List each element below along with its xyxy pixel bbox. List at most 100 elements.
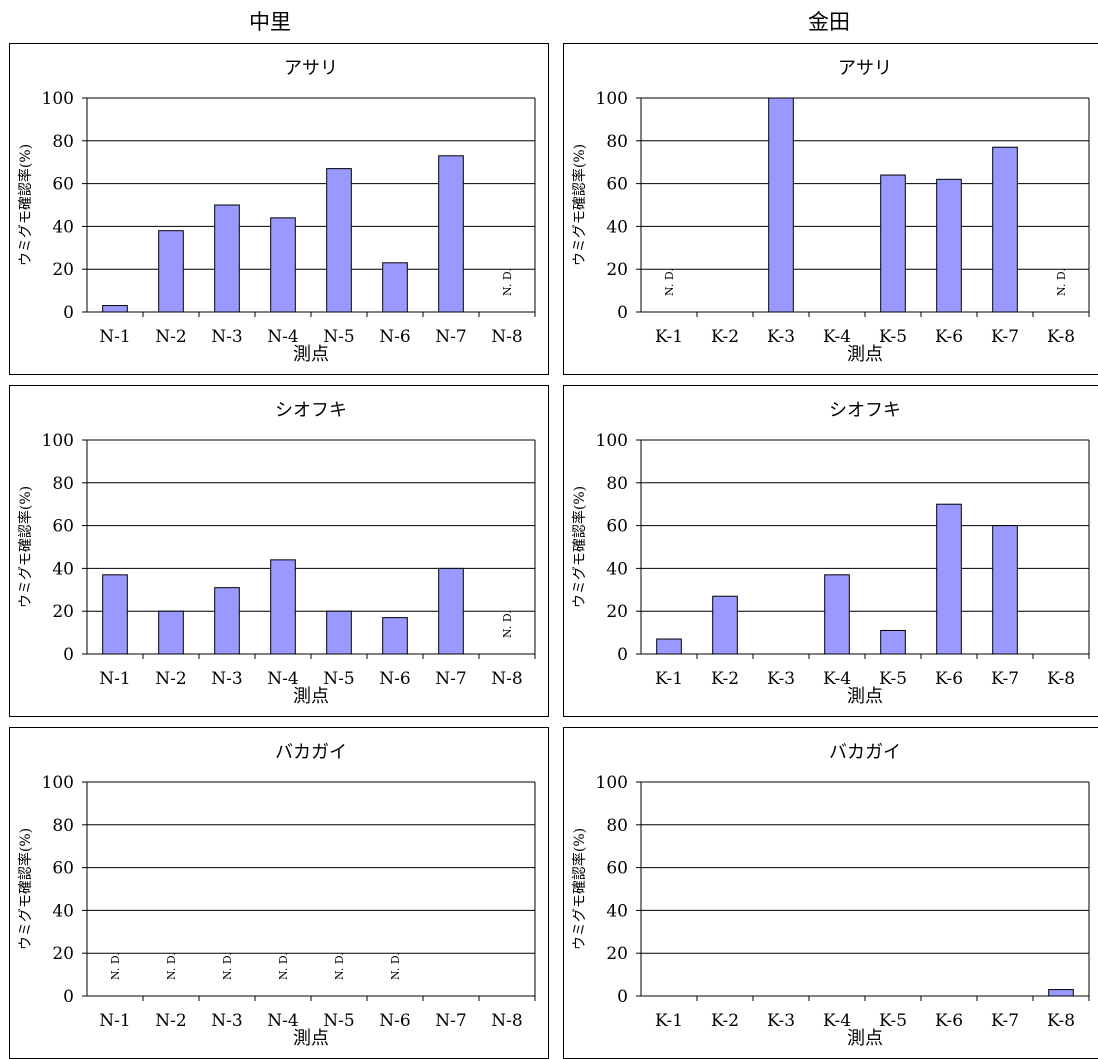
x-tick-label: K-8 <box>1047 669 1075 689</box>
x-tick-label: N-4 <box>267 669 298 689</box>
x-tick-label: K-6 <box>935 327 963 347</box>
x-tick-label: K-7 <box>991 669 1019 689</box>
x-axis-label: 測点 <box>847 1028 883 1049</box>
y-tick-label: 100 <box>596 431 628 451</box>
bar-k-2 <box>712 595 738 655</box>
y-axis-label: ウミグモ確認率(%) <box>17 144 34 266</box>
y-tick-label: 60 <box>606 175 628 195</box>
nd-label: N. D. <box>221 952 234 980</box>
bar-k-8 <box>1048 989 1074 997</box>
bar-k-6 <box>936 178 962 313</box>
x-tick-label: N-1 <box>99 1011 130 1031</box>
bar-n-7 <box>438 155 464 313</box>
y-tick-label: 40 <box>606 901 628 921</box>
x-tick-label: K-4 <box>823 1011 851 1031</box>
bar-n-6 <box>382 262 408 313</box>
bar-n-3 <box>214 204 240 313</box>
y-tick-label: 40 <box>52 559 74 579</box>
y-tick-label: 0 <box>617 987 628 1007</box>
x-tick-label: N-5 <box>323 669 354 689</box>
bar-k-7 <box>992 525 1018 655</box>
y-tick-label: 20 <box>606 260 628 280</box>
y-tick-label: 80 <box>52 132 74 152</box>
x-tick-label: N-2 <box>155 327 186 347</box>
x-tick-label: K-6 <box>935 1011 963 1031</box>
bar-k-4 <box>824 574 850 655</box>
bar-n-1 <box>102 305 128 313</box>
bar-k-1 <box>656 638 682 655</box>
x-tick-label: N-8 <box>491 1011 522 1031</box>
x-axis-label: 測点 <box>293 1028 329 1049</box>
chart-panel-3: シオフキ 0 20 40 60 80 100 N-1 N-2 N-3 N-4 N-5 N-6 N-7 N. … <box>9 385 549 717</box>
bar-k-5 <box>880 174 906 313</box>
nd-label: N. D. <box>389 952 402 980</box>
x-tick-label: K-1 <box>655 669 683 689</box>
y-tick-label: 80 <box>606 474 628 494</box>
y-tick-label: 20 <box>52 944 74 964</box>
y-tick-label: 40 <box>52 217 74 237</box>
bar-n-7 <box>438 567 464 655</box>
x-tick-label: N-8 <box>491 327 522 347</box>
y-tick-label: 60 <box>606 517 628 537</box>
x-tick-label: N-1 <box>99 669 130 689</box>
x-tick-label: N-2 <box>155 1011 186 1031</box>
y-tick-label: 20 <box>52 260 74 280</box>
x-tick-label: K-8 <box>1047 327 1075 347</box>
bar-k-7 <box>992 146 1018 313</box>
x-axis-label: 測点 <box>293 344 329 365</box>
y-tick-label: 0 <box>63 303 74 323</box>
x-tick-label: N-7 <box>435 327 466 347</box>
y-tick-label: 60 <box>52 517 74 537</box>
chart-svg: シオフキ 0 20 40 60 80 100 K-1 K-2 K-3 K-4 K-5 K-6 K-7 K-8… <box>571 400 1090 707</box>
x-tick-label: K-4 <box>823 669 851 689</box>
x-tick-label: K-2 <box>711 327 739 347</box>
y-axis-label: ウミグモ確認率(%) <box>571 486 588 608</box>
y-tick-label: 100 <box>596 89 628 109</box>
bar-n-1 <box>102 574 128 655</box>
y-tick-label: 0 <box>617 645 628 665</box>
y-tick-label: 100 <box>42 431 74 451</box>
y-axis-label: ウミグモ確認率(%) <box>17 828 34 950</box>
y-tick-label: 80 <box>606 132 628 152</box>
bar-n-4 <box>270 217 296 313</box>
x-axis-label: 測点 <box>847 686 883 707</box>
x-tick-label: N-6 <box>379 669 410 689</box>
x-tick-label: N-4 <box>267 327 298 347</box>
y-axis-label: ウミグモ確認率(%) <box>571 828 588 950</box>
column-title-nakazato: 中里 <box>249 10 291 34</box>
x-tick-label: N-5 <box>323 327 354 347</box>
x-tick-label: N-5 <box>323 1011 354 1031</box>
nd-label: N. D. <box>333 952 346 980</box>
x-tick-label: K-5 <box>879 1011 907 1031</box>
y-tick-label: 100 <box>42 773 74 793</box>
y-axis-label: ウミグモ確認率(%) <box>17 486 34 608</box>
x-axis-label: 測点 <box>847 344 883 365</box>
x-tick-label: K-3 <box>767 327 795 347</box>
y-tick-label: 0 <box>63 645 74 665</box>
column-title-kaneda: 金田 <box>808 10 850 34</box>
y-axis-label: ウミグモ確認率(%) <box>571 144 588 266</box>
y-tick-label: 60 <box>52 175 74 195</box>
y-tick-label: 40 <box>606 559 628 579</box>
y-tick-label: 80 <box>52 816 74 836</box>
chart-svg: シオフキ 0 20 40 60 80 100 N-1 N-2 N-3 N-4 N-5 N-6 N-7 N. … <box>17 400 536 707</box>
x-tick-label: N-6 <box>379 327 410 347</box>
x-tick-label: K-8 <box>1047 1011 1075 1031</box>
bar-n-5 <box>326 168 352 313</box>
x-tick-label: K-5 <box>879 669 907 689</box>
bar-k-5 <box>880 629 906 655</box>
x-tick-label: K-3 <box>767 669 795 689</box>
nd-label: N. D. <box>277 952 290 980</box>
nd-label: N. D. <box>109 952 122 980</box>
x-tick-label: K-1 <box>655 327 683 347</box>
y-tick-label: 100 <box>42 89 74 109</box>
x-tick-label: N-4 <box>267 1011 298 1031</box>
x-tick-label: K-7 <box>991 1011 1019 1031</box>
x-axis-label: 測点 <box>293 686 329 707</box>
bar-n-2 <box>158 230 184 313</box>
chart-title: シオフキ <box>829 400 901 421</box>
x-tick-label: N-8 <box>491 669 522 689</box>
bar-k-3 <box>768 97 794 313</box>
chart-svg: アサリ 0 20 40 60 80 100 N. D. K-1 K-2 K-3 K-4 K-5 K-6 K-… <box>571 58 1090 365</box>
